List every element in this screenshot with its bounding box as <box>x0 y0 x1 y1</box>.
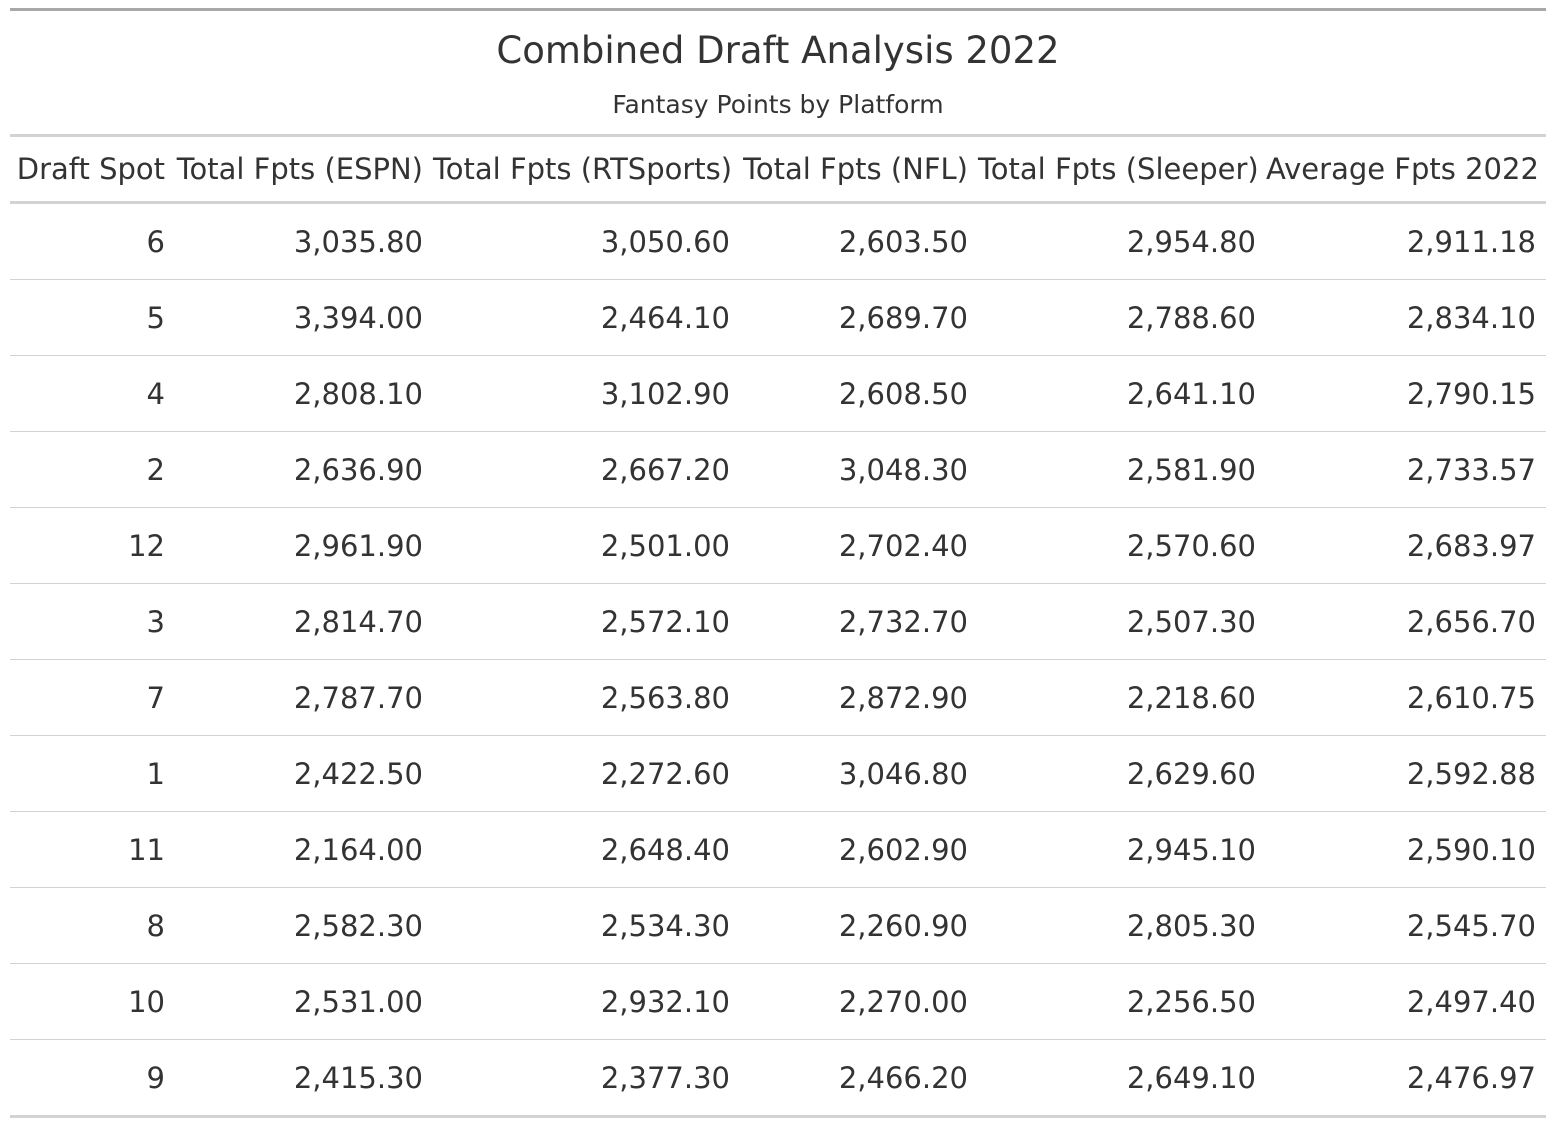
cell-rtsports: 2,272.60 <box>433 735 740 812</box>
cell-espn: 2,814.70 <box>175 583 433 660</box>
cell-nfl: 2,872.90 <box>740 659 978 736</box>
column-header-nfl: Total Fpts (NFL) <box>740 137 978 204</box>
cell-sleeper: 2,788.60 <box>978 279 1266 356</box>
table-row: 12 2,961.90 2,501.00 2,702.40 2,570.60 2,683.… <box>10 507 1546 584</box>
cell-sleeper: 2,581.90 <box>978 431 1266 508</box>
cell-rtsports: 2,377.30 <box>433 1039 740 1118</box>
cell-nfl: 2,689.70 <box>740 279 978 356</box>
table-body: 6 3,035.80 3,050.60 2,603.50 2,954.80 2,911.1… <box>10 203 1546 1118</box>
table-row: 11 2,164.00 2,648.40 2,602.90 2,945.10 2,590.… <box>10 811 1546 888</box>
table-row: 7 2,787.70 2,563.80 2,872.90 2,218.60 2,610.7… <box>10 659 1546 736</box>
cell-nfl: 2,702.40 <box>740 507 978 584</box>
cell-rtsports: 2,534.30 <box>433 887 740 964</box>
table-row: 3 2,814.70 2,572.10 2,732.70 2,507.30 2,656.7… <box>10 583 1546 660</box>
cell-rtsports: 2,648.40 <box>433 811 740 888</box>
header-top-rule <box>10 134 1546 137</box>
cell-espn: 2,164.00 <box>175 811 433 888</box>
cell-average: 2,610.75 <box>1266 659 1546 736</box>
cell-espn: 2,422.50 <box>175 735 433 812</box>
cell-sleeper: 2,218.60 <box>978 659 1266 736</box>
cell-draft-spot: 3 <box>10 583 175 660</box>
column-header-sleeper: Total Fpts (Sleeper) <box>978 137 1266 204</box>
table-row: 2 2,636.90 2,667.20 3,048.30 2,581.90 2,733.5… <box>10 431 1546 508</box>
cell-espn: 2,808.10 <box>175 355 433 432</box>
cell-espn: 2,415.30 <box>175 1039 433 1118</box>
cell-draft-spot: 8 <box>10 887 175 964</box>
cell-average: 2,476.97 <box>1266 1039 1546 1118</box>
cell-espn: 2,636.90 <box>175 431 433 508</box>
cell-average: 2,656.70 <box>1266 583 1546 660</box>
cell-sleeper: 2,629.60 <box>978 735 1266 812</box>
cell-average: 2,683.97 <box>1266 507 1546 584</box>
cell-draft-spot: 5 <box>10 279 175 356</box>
cell-nfl: 2,602.90 <box>740 811 978 888</box>
cell-sleeper: 2,649.10 <box>978 1039 1266 1118</box>
cell-rtsports: 2,572.10 <box>433 583 740 660</box>
cell-draft-spot: 12 <box>10 507 175 584</box>
table-row: 10 2,531.00 2,932.10 2,270.00 2,256.50 2,497.… <box>10 963 1546 1040</box>
header-row: Draft Spot Total Fpts (ESPN) Total Fpts … <box>10 137 1546 204</box>
cell-nfl: 3,046.80 <box>740 735 978 812</box>
cell-sleeper: 2,256.50 <box>978 963 1266 1040</box>
cell-espn: 2,582.30 <box>175 887 433 964</box>
cell-draft-spot: 1 <box>10 735 175 812</box>
cell-espn: 3,035.80 <box>293 224 423 259</box>
cell-espn: 2,531.00 <box>175 963 433 1040</box>
cell-rtsports: 3,050.60 <box>600 224 730 259</box>
column-header-espn: Total Fpts (ESPN) <box>175 137 433 204</box>
cell-rtsports: 2,563.80 <box>433 659 740 736</box>
table-row: 8 2,582.30 2,534.30 2,260.90 2,805.30 2,545.7… <box>10 887 1546 964</box>
cell-average: 2,545.70 <box>1266 887 1546 964</box>
cell-rtsports: 2,464.10 <box>433 279 740 356</box>
cell-nfl: 2,603.50 <box>838 224 968 259</box>
cell-average: 2,497.40 <box>1266 963 1546 1040</box>
cell-rtsports: 3,102.90 <box>433 355 740 432</box>
cell-sleeper: 2,507.30 <box>978 583 1266 660</box>
cell-average: 2,790.15 <box>1266 355 1546 432</box>
cell-average: 2,592.88 <box>1266 735 1546 812</box>
cell-rtsports: 2,667.20 <box>433 431 740 508</box>
cell-nfl: 3,048.30 <box>740 431 978 508</box>
cell-espn: 3,394.00 <box>175 279 433 356</box>
table-row: 4 2,808.10 3,102.90 2,608.50 2,641.10 2,790.1… <box>10 355 1546 432</box>
cell-sleeper: 2,570.60 <box>978 507 1266 584</box>
cell-average: 2,733.57 <box>1266 431 1546 508</box>
column-header-average: Average Fpts 2022 <box>1266 137 1546 204</box>
draft-analysis-table: Combined Draft Analysis 2022 Fantasy Poi… <box>10 8 1546 1118</box>
cell-rtsports: 2,501.00 <box>433 507 740 584</box>
cell-draft-spot: 7 <box>10 659 175 736</box>
cell-draft-spot: 11 <box>10 811 175 888</box>
cell-draft-spot: 10 <box>10 963 175 1040</box>
cell-sleeper: 2,954.80 <box>1126 224 1256 259</box>
cell-sleeper: 2,641.10 <box>978 355 1266 432</box>
cell-average: 2,911.18 <box>1406 224 1536 259</box>
cell-nfl: 2,732.70 <box>740 583 978 660</box>
cell-nfl: 2,466.20 <box>740 1039 978 1118</box>
cell-espn: 2,961.90 <box>175 507 433 584</box>
cell-sleeper: 2,805.30 <box>978 887 1266 964</box>
data-table: Draft Spot Total Fpts (ESPN) Total Fpts … <box>10 137 1546 1118</box>
table-subtitle: Fantasy Points by Platform <box>612 90 944 119</box>
table-row: 6 3,035.80 3,050.60 2,603.50 2,954.80 2,911.1… <box>10 203 1546 280</box>
cell-nfl: 2,608.50 <box>740 355 978 432</box>
table-row: 9 2,415.30 2,377.30 2,466.20 2,649.10 2,476.9… <box>10 1039 1546 1118</box>
cell-nfl: 2,270.00 <box>740 963 978 1040</box>
table-title: Combined Draft Analysis 2022 <box>496 29 1060 72</box>
cell-rtsports: 2,932.10 <box>433 963 740 1040</box>
cell-nfl: 2,260.90 <box>740 887 978 964</box>
column-header-draft-spot: Draft Spot <box>10 137 175 204</box>
cell-espn: 2,787.70 <box>175 659 433 736</box>
cell-draft-spot: 6 <box>146 224 165 259</box>
cell-sleeper: 2,945.10 <box>978 811 1266 888</box>
cell-draft-spot: 9 <box>10 1039 175 1118</box>
cell-average: 2,590.10 <box>1266 811 1546 888</box>
table-row: 1 2,422.50 2,272.60 3,046.80 2,629.60 2,592.8… <box>10 735 1546 812</box>
column-header-rtsports: Total Fpts (RTSports) <box>433 137 740 204</box>
cell-draft-spot: 2 <box>10 431 175 508</box>
table-row: 5 3,394.00 2,464.10 2,689.70 2,788.60 2,834.1… <box>10 279 1546 356</box>
cell-draft-spot: 4 <box>10 355 175 432</box>
cell-average: 2,834.10 <box>1266 279 1546 356</box>
top-rule <box>10 8 1546 11</box>
